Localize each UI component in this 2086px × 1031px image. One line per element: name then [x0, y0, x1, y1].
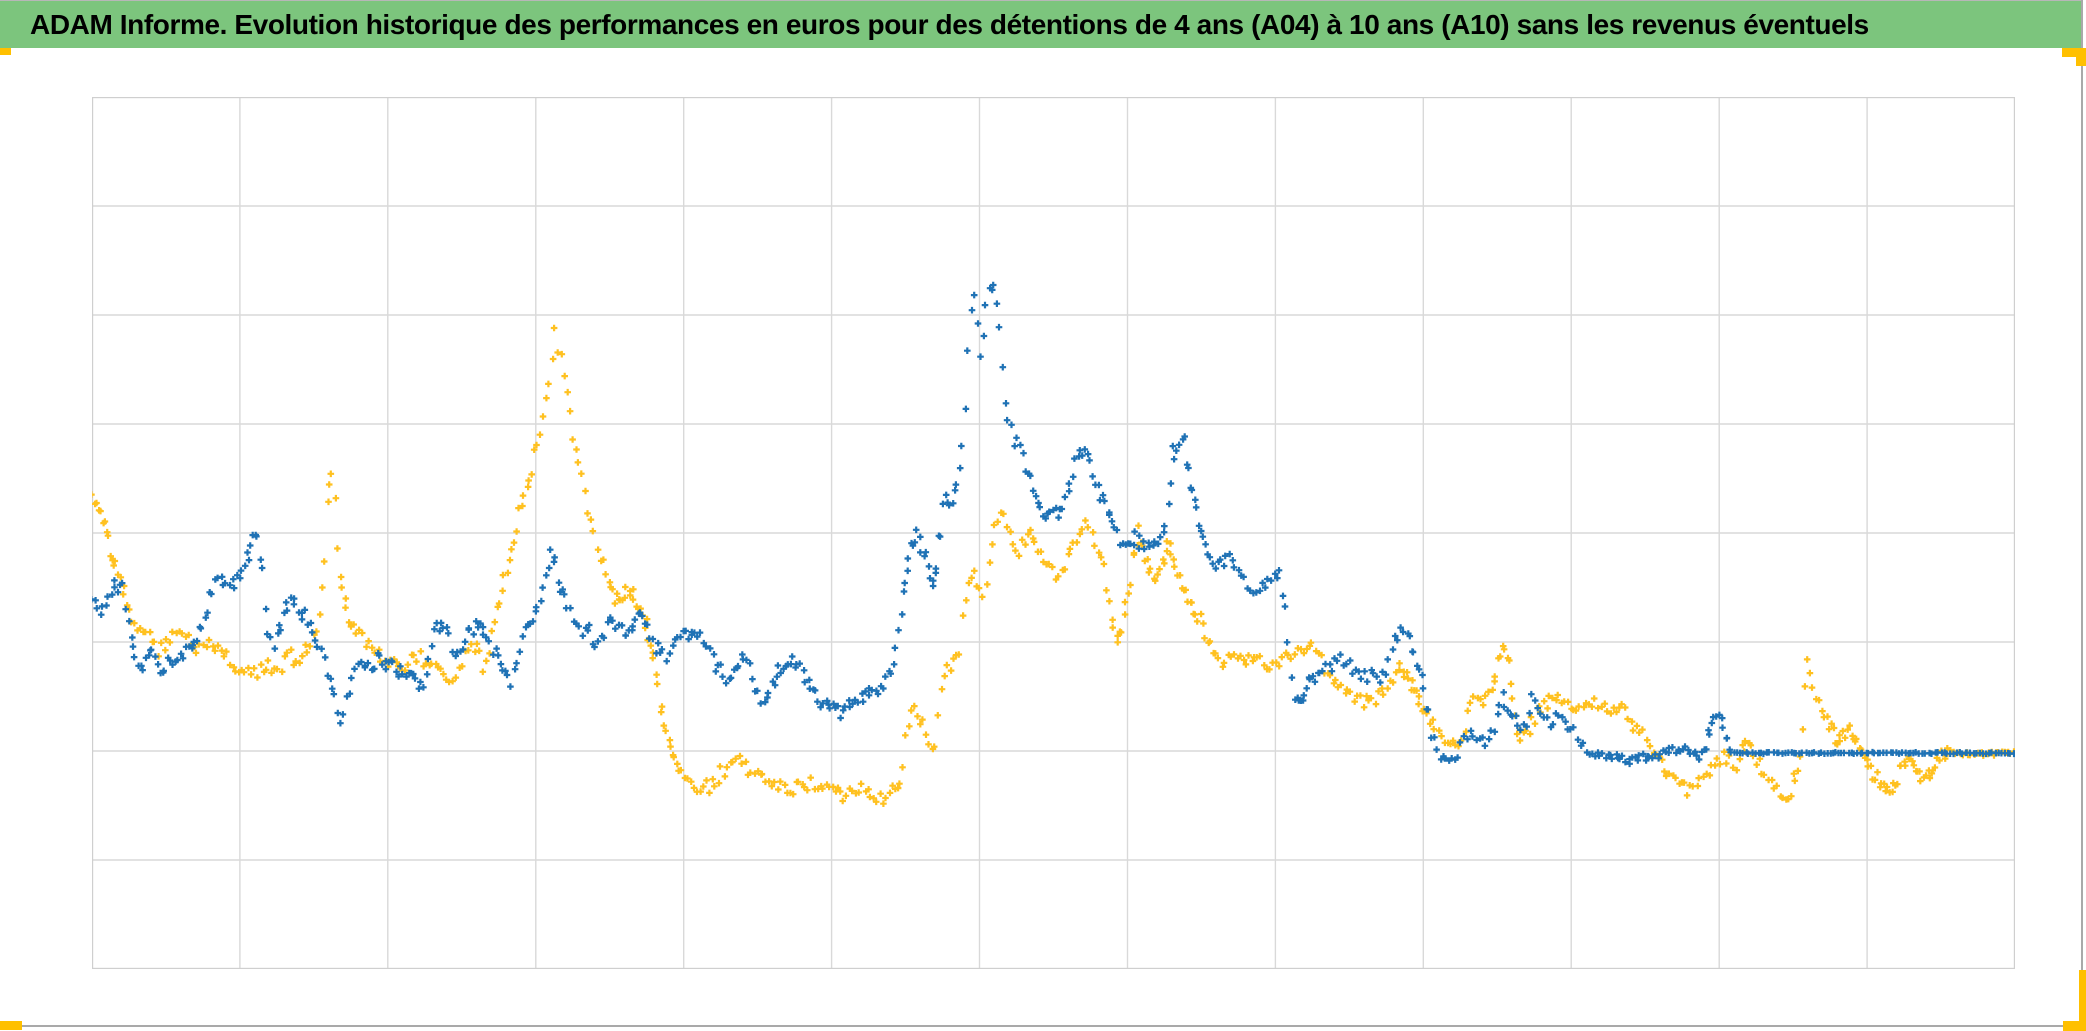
corner-mark-bottom-left: [0, 1021, 22, 1030]
corner-mark-bottom-right-h: [2063, 1021, 2086, 1031]
plot-border: [92, 97, 2015, 969]
blue-series: [92, 281, 2015, 768]
gold-series: [92, 324, 2015, 807]
scatter-plot: [92, 97, 2015, 969]
frame-right-line: [2081, 0, 2083, 1026]
title-banner: ADAM Informe. Evolution historique des p…: [0, 0, 2082, 48]
frame-bottom-line: [0, 1025, 2083, 1027]
chart-area: [92, 97, 2015, 969]
corner-mark-top-right-h: [2062, 48, 2086, 57]
corner-mark-bottom-right-v: [2079, 970, 2086, 1022]
corner-mark-top-left: [0, 48, 11, 55]
page-title: ADAM Informe. Evolution historique des p…: [30, 8, 1869, 40]
corner-mark-top-right-v: [2076, 57, 2086, 66]
gridlines: [92, 97, 2015, 969]
